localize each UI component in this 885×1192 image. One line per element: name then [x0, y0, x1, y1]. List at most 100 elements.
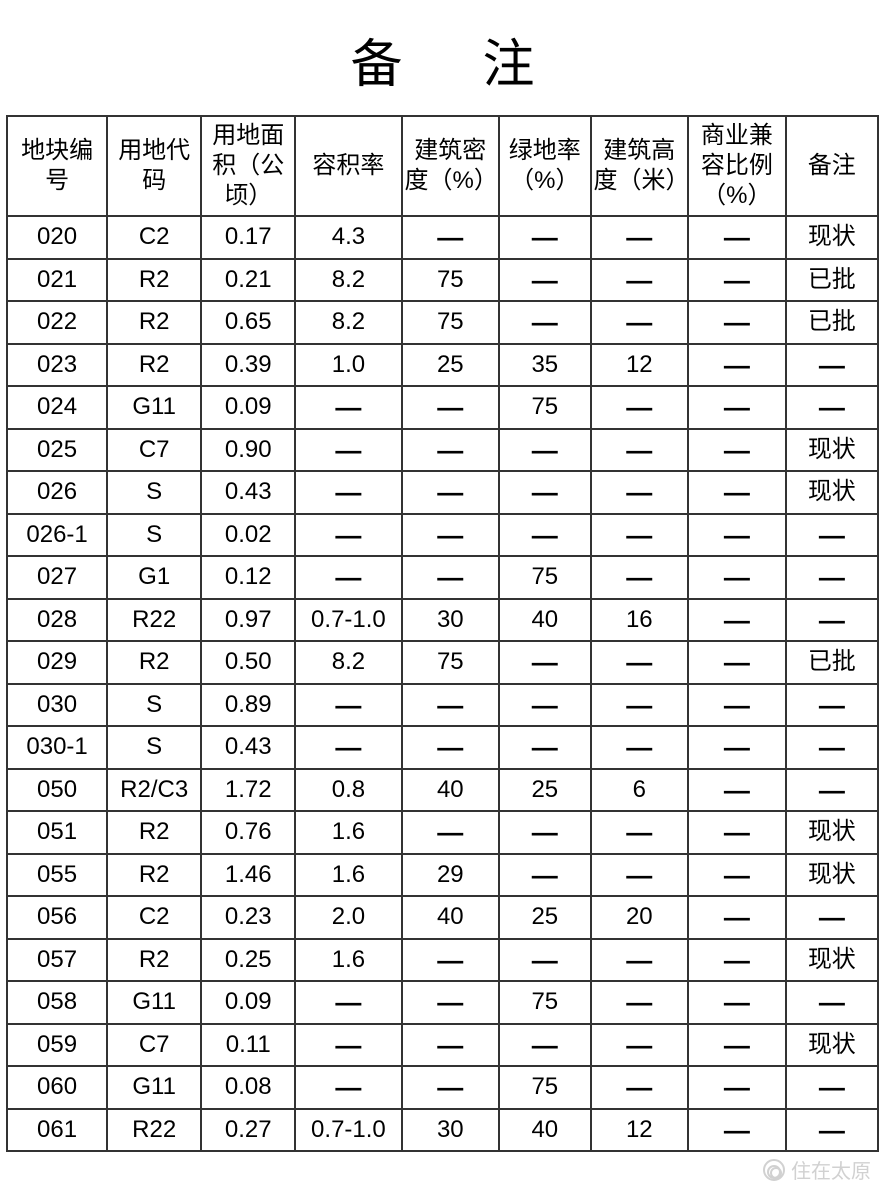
table-cell: 20 [591, 896, 689, 939]
table-cell: C7 [107, 1024, 201, 1067]
table-cell: — [402, 981, 500, 1024]
table-cell: — [402, 471, 500, 514]
table-cell: — [786, 896, 878, 939]
page: 备注 地块编号用地代码用地面积（公顷）容积率建筑密度（%）绿地率（%）建筑高度（… [0, 0, 885, 1192]
table-row: 023R20.391.0253512—— [7, 344, 878, 387]
table-row: 026S0.43—————现状 [7, 471, 878, 514]
table-cell: R2 [107, 344, 201, 387]
table-header-cell: 建筑密度（%） [402, 116, 500, 216]
table-cell: S [107, 726, 201, 769]
table-header-cell: 用地面积（公顷） [201, 116, 295, 216]
table-cell: — [786, 344, 878, 387]
table-cell: — [688, 981, 786, 1024]
table-cell: — [402, 216, 500, 259]
table-cell: — [688, 939, 786, 982]
table-cell: R2 [107, 939, 201, 982]
table-cell: — [591, 429, 689, 472]
table-header-cell: 商业兼容比例（%） [688, 116, 786, 216]
table-row: 027G10.12——75——— [7, 556, 878, 599]
table-cell: 030-1 [7, 726, 107, 769]
table-cell: R2 [107, 301, 201, 344]
table-cell: 0.90 [201, 429, 295, 472]
table-cell: R2/C3 [107, 769, 201, 812]
table-cell: 现状 [786, 854, 878, 897]
table-cell: S [107, 471, 201, 514]
table-cell: 025 [7, 429, 107, 472]
table-header-cell: 备注 [786, 116, 878, 216]
table-cell: 现状 [786, 1024, 878, 1067]
table-cell: 056 [7, 896, 107, 939]
table-cell: 0.27 [201, 1109, 295, 1152]
table-cell: — [591, 259, 689, 302]
table-cell: — [688, 301, 786, 344]
table-cell: — [591, 556, 689, 599]
table-cell: 25 [499, 896, 590, 939]
table-cell: 027 [7, 556, 107, 599]
table-cell: 1.6 [295, 811, 401, 854]
table-cell: — [688, 599, 786, 642]
table-cell: — [499, 684, 590, 727]
table-cell: 40 [402, 896, 500, 939]
table-cell: 060 [7, 1066, 107, 1109]
table-row: 030S0.89—————— [7, 684, 878, 727]
table-header-cell: 用地代码 [107, 116, 201, 216]
table-cell: — [499, 216, 590, 259]
table-cell: — [786, 726, 878, 769]
table-cell: 现状 [786, 471, 878, 514]
table-cell: 现状 [786, 939, 878, 982]
table-cell: G11 [107, 981, 201, 1024]
table-cell: — [688, 216, 786, 259]
table-cell: 028 [7, 599, 107, 642]
table-cell: 现状 [786, 429, 878, 472]
table-cell: — [295, 684, 401, 727]
table-cell: 0.25 [201, 939, 295, 982]
table-cell: — [688, 556, 786, 599]
watermark-text: 住在太原 [791, 1155, 871, 1184]
table-cell: — [499, 854, 590, 897]
table-cell: — [499, 259, 590, 302]
table-cell: — [295, 386, 401, 429]
table-cell: — [591, 726, 689, 769]
table-cell: 0.23 [201, 896, 295, 939]
table-cell: 1.6 [295, 854, 401, 897]
table-cell: — [295, 514, 401, 557]
table-cell: — [591, 641, 689, 684]
table-cell: — [402, 514, 500, 557]
table-cell: — [295, 556, 401, 599]
table-cell: G11 [107, 386, 201, 429]
table-cell: 058 [7, 981, 107, 1024]
table-cell: — [688, 769, 786, 812]
table-cell: — [499, 641, 590, 684]
table-row: 030-1S0.43—————— [7, 726, 878, 769]
land-table: 地块编号用地代码用地面积（公顷）容积率建筑密度（%）绿地率（%）建筑高度（米）商… [6, 115, 879, 1152]
table-cell: 0.43 [201, 471, 295, 514]
table-cell: 1.6 [295, 939, 401, 982]
table-cell: — [499, 1024, 590, 1067]
table-cell: 75 [402, 641, 500, 684]
table-cell: 0.76 [201, 811, 295, 854]
table-cell: — [688, 1066, 786, 1109]
table-cell: 0.50 [201, 641, 295, 684]
table-cell: 0.7-1.0 [295, 1109, 401, 1152]
table-cell: — [688, 896, 786, 939]
table-cell: C7 [107, 429, 201, 472]
watermark: 住在太原 [763, 1155, 871, 1184]
table-cell: 已批 [786, 259, 878, 302]
table-cell: 055 [7, 854, 107, 897]
table-cell: 024 [7, 386, 107, 429]
table-cell: — [786, 599, 878, 642]
table-cell: R22 [107, 1109, 201, 1152]
table-cell: R22 [107, 599, 201, 642]
table-cell: R2 [107, 811, 201, 854]
table-cell: — [402, 386, 500, 429]
table-row: 058G110.09——75——— [7, 981, 878, 1024]
table-cell: — [295, 429, 401, 472]
table-cell: — [499, 811, 590, 854]
table-cell: 0.09 [201, 981, 295, 1024]
table-cell: G11 [107, 1066, 201, 1109]
table-cell: — [688, 514, 786, 557]
table-cell: C2 [107, 216, 201, 259]
table-cell: 026 [7, 471, 107, 514]
table-cell: — [688, 471, 786, 514]
table-cell: 0.09 [201, 386, 295, 429]
